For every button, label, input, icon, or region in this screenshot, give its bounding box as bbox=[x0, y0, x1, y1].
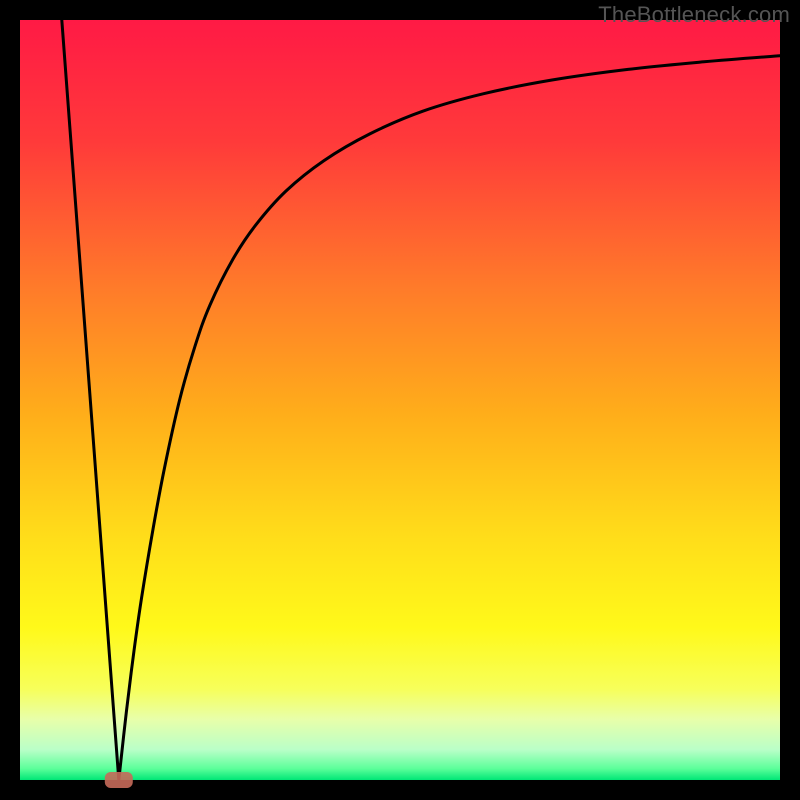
bottleneck-curve-chart bbox=[0, 0, 800, 800]
chart-container: TheBottleneck.com bbox=[0, 0, 800, 800]
watermark-text: TheBottleneck.com bbox=[598, 2, 790, 28]
optimum-marker bbox=[105, 772, 133, 788]
chart-background-gradient bbox=[20, 20, 780, 780]
